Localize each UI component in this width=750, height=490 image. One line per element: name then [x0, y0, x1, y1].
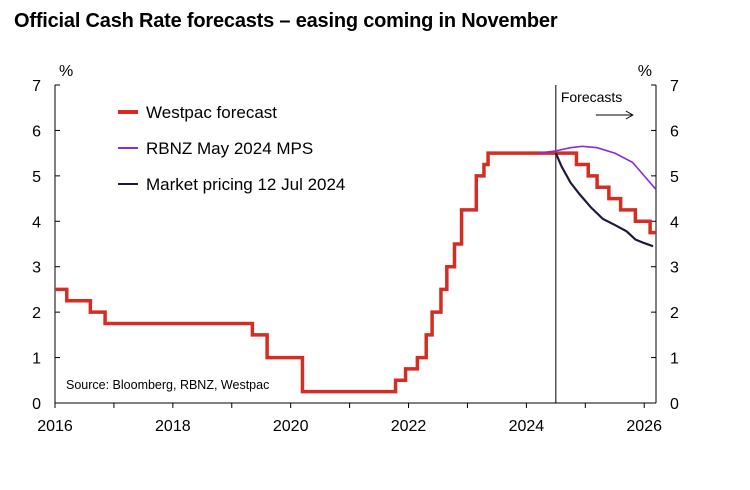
x-tick-label: 2026 — [626, 418, 662, 435]
legend-label: Westpac forecast — [146, 103, 277, 122]
y-tick-label-left: 2 — [32, 305, 41, 322]
y-tick-label-left: 7 — [32, 78, 41, 95]
x-tick-label: 2018 — [155, 418, 191, 435]
series-line-westpac-forecast — [55, 151, 656, 394]
y-tick-label-right: 0 — [670, 396, 679, 413]
y-tick-label-right: 6 — [670, 123, 679, 140]
y-tick-label-right: 3 — [670, 260, 679, 277]
forecast-divider: Forecasts — [555, 85, 634, 403]
y-tick-label-right: 7 — [670, 78, 679, 95]
y-tick-label-left: 5 — [32, 169, 41, 186]
y-tick-label-right: 1 — [670, 351, 679, 368]
legend: Westpac forecast RBNZ May 2024 MPS Market … — [118, 103, 345, 194]
y-unit-left: % — [59, 63, 73, 80]
y-tick-label-right: 5 — [670, 169, 679, 186]
y-tick-label-left: 0 — [32, 396, 41, 413]
annotations: Source: Bloomberg, RBNZ, Westpac — [66, 378, 269, 392]
forecast-arrow-head — [625, 110, 634, 120]
series-line-market-pricing-12-jul-2024 — [554, 152, 654, 248]
x-tick-label: 2016 — [37, 418, 73, 435]
y-tick-label-left: 6 — [32, 123, 41, 140]
forecast-divider-label: Forecasts — [561, 89, 622, 105]
legend-label: RBNZ May 2024 MPS — [146, 139, 313, 158]
y-unit-right: % — [638, 63, 652, 80]
y-tick-label-right: 4 — [670, 214, 679, 231]
x-tick-label: 2022 — [391, 418, 427, 435]
y-tick-label-left: 3 — [32, 260, 41, 277]
source-note: Source: Bloomberg, RBNZ, Westpac — [66, 378, 269, 392]
x-tick-label: 2020 — [273, 418, 309, 435]
y-tick-label-left: 4 — [32, 214, 41, 231]
series-lines — [55, 145, 657, 394]
legend-label: Market pricing 12 Jul 2024 — [146, 175, 345, 194]
chart-title: Official Cash Rate forecasts – easing co… — [14, 10, 558, 32]
x-tick-label: 2024 — [509, 418, 545, 435]
series-line-rbnz-may-2024-mps — [538, 145, 657, 191]
y-tick-label-left: 1 — [32, 351, 41, 368]
y-tick-label-right: 2 — [670, 305, 679, 322]
